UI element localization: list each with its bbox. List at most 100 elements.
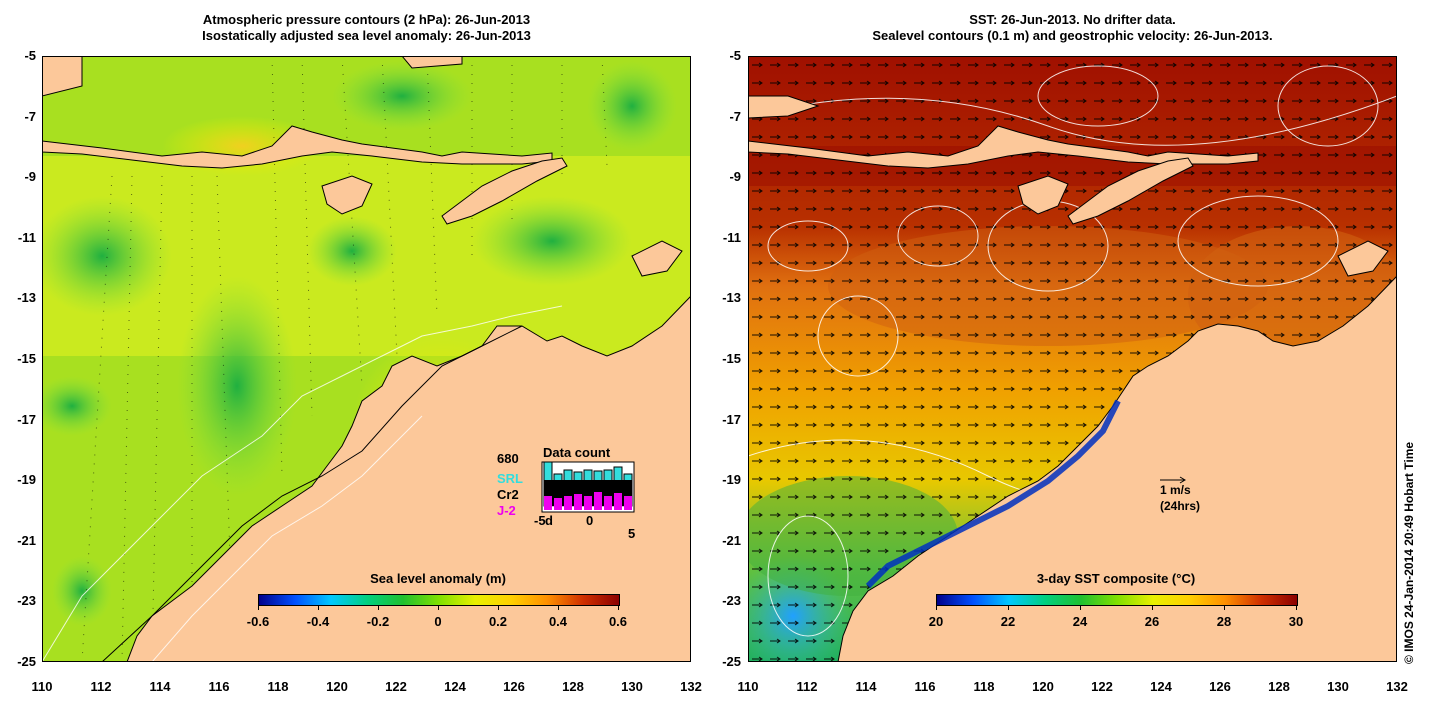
right-title: SST: 26-Jun-2013. No drifter data. Seale… xyxy=(748,12,1397,44)
lon-tick-label: 116 xyxy=(208,679,230,694)
lon-tick-label: 114 xyxy=(149,679,171,694)
data-count-xtick: -5 xyxy=(534,513,546,528)
lon-tick-label: 112 xyxy=(796,679,818,694)
sulawesi-tip xyxy=(401,56,463,69)
colorbar-tick-mark xyxy=(1296,606,1297,610)
colorbar-tick-mark xyxy=(936,606,937,610)
colorbar-tick-label: 20 xyxy=(928,614,944,629)
colorbar-tick-mark xyxy=(618,606,619,610)
lon-tick-label: 118 xyxy=(973,679,995,694)
sst-colorbar xyxy=(936,594,1298,606)
sumba-island xyxy=(1017,175,1069,215)
colorbar-tick-label: 0.2 xyxy=(488,614,508,629)
lon-tick-label: 120 xyxy=(326,679,348,694)
sea-level-anomaly-svg xyxy=(42,56,691,662)
lat-tick-label: -15 xyxy=(722,351,741,366)
lat-tick-label: -13 xyxy=(722,290,741,306)
right-title-line1: SST: 26-Jun-2013. No drifter data. xyxy=(969,12,1176,27)
coastal-cold-strip xyxy=(865,399,1121,589)
lat-tick-label: -23 xyxy=(722,593,741,609)
lon-tick-label: 130 xyxy=(1327,679,1349,694)
lon-tick-label: 116 xyxy=(914,679,936,694)
tanimbar-island xyxy=(1337,240,1389,277)
satellite-srl-label: SRL xyxy=(497,471,523,486)
lat-tick-label: -11 xyxy=(17,229,36,245)
colorbar-tick-label: 0.6 xyxy=(608,614,628,629)
lon-tick-label: 112 xyxy=(90,679,112,694)
lat-tick-label: -21 xyxy=(17,532,36,548)
data-count-inset xyxy=(541,461,635,513)
lat-tick-label: -15 xyxy=(17,351,36,366)
lon-tick-label: 126 xyxy=(503,679,525,694)
lon-tick-label: 132 xyxy=(680,679,702,694)
lat-tick-label: -9 xyxy=(729,169,741,185)
colorbar-tick-label: -0.2 xyxy=(366,614,390,629)
colorbar-tick-label: -0.4 xyxy=(306,614,330,629)
anomaly-blob xyxy=(42,196,172,316)
java-island xyxy=(748,95,820,119)
lat-tick-label: -7 xyxy=(729,108,741,124)
colorbar-tick-mark xyxy=(1224,606,1225,610)
right-title-line2: Sealevel contours (0.1 m) and geostrophi… xyxy=(872,28,1273,43)
colorbar-tick-label: 28 xyxy=(1216,614,1232,629)
colorbar-tick-label: 0.4 xyxy=(548,614,568,629)
colorbar-tick-mark xyxy=(438,606,439,610)
colorbar-tick-mark xyxy=(318,606,319,610)
lat-tick-label: -17 xyxy=(722,411,741,427)
lat-tick-label: -9 xyxy=(24,169,36,185)
colorbar-tick-mark xyxy=(1080,606,1081,610)
satellite-j2-label: J-2 xyxy=(497,503,516,518)
data-count-xtick: d xyxy=(545,513,553,528)
lon-tick-label: 114 xyxy=(855,679,877,694)
lon-tick-label: 122 xyxy=(385,679,407,694)
imos-credit: © IMOS 24-Jan-2014 20:49 Hobart Time xyxy=(1402,441,1416,664)
colorbar-tick-mark xyxy=(498,606,499,610)
sea-level-anomaly-map[interactable] xyxy=(42,56,691,662)
velocity-scale-sublabel: (24hrs) xyxy=(1160,499,1201,513)
sst-colorbar-title: 3-day SST composite (°C) xyxy=(1036,571,1196,586)
colorbar-tick-mark xyxy=(378,606,379,610)
tanimbar-island xyxy=(631,240,683,277)
nusa-tenggara-islands xyxy=(42,125,553,169)
colorbar-tick-label: 26 xyxy=(1144,614,1160,629)
sst-svg xyxy=(748,56,1397,662)
anomaly-blob xyxy=(332,61,472,131)
velocity-scale-arrow xyxy=(1160,476,1186,484)
colorbar-tick-label: -0.6 xyxy=(246,614,270,629)
lon-tick-label: 132 xyxy=(1386,679,1408,694)
lat-tick-label: -19 xyxy=(17,472,36,488)
data-count-xtick: 5 xyxy=(628,526,636,541)
colorbar-tick-mark xyxy=(558,606,559,610)
colorbar-tick-label: 24 xyxy=(1072,614,1088,629)
lat-tick-label: -25 xyxy=(17,654,36,669)
velocity-scale-label: 1 m/s xyxy=(1160,483,1191,497)
lat-tick-label: -19 xyxy=(722,472,741,488)
nusa-tenggara-islands xyxy=(748,125,1259,169)
sst-map[interactable] xyxy=(748,56,1397,662)
colorbar-tick-label: 22 xyxy=(1000,614,1016,629)
colorbar-tick-mark xyxy=(258,606,259,610)
lon-tick-label: 124 xyxy=(1150,679,1172,694)
sla-colorbar xyxy=(258,594,620,606)
shelf-contour xyxy=(101,325,523,662)
lon-tick-label: 128 xyxy=(562,679,584,694)
lon-tick-label: 120 xyxy=(1032,679,1054,694)
colorbar-tick-mark xyxy=(1152,606,1153,610)
lat-tick-label: -25 xyxy=(722,654,741,669)
lon-tick-label: 128 xyxy=(1268,679,1290,694)
lat-tick-label: -23 xyxy=(17,593,36,609)
anomaly-blob xyxy=(307,216,397,286)
sla-colorbar-title: Sea level anomaly (m) xyxy=(370,571,506,586)
colorbar-tick-label: 0 xyxy=(434,614,442,629)
left-title: Atmospheric pressure contours (2 hPa): 2… xyxy=(42,12,691,44)
lat-tick-label: -5 xyxy=(24,48,36,63)
anomaly-blob xyxy=(472,196,632,286)
timor-island xyxy=(441,157,568,225)
anomaly-blob xyxy=(587,61,677,151)
lon-tick-label: 130 xyxy=(621,679,643,694)
lon-tick-label: 118 xyxy=(267,679,289,694)
sumba-island xyxy=(321,175,373,215)
data-count-xtick: 0 xyxy=(586,513,594,528)
lat-tick-label: -11 xyxy=(722,229,741,245)
lon-tick-label: 110 xyxy=(31,679,53,694)
